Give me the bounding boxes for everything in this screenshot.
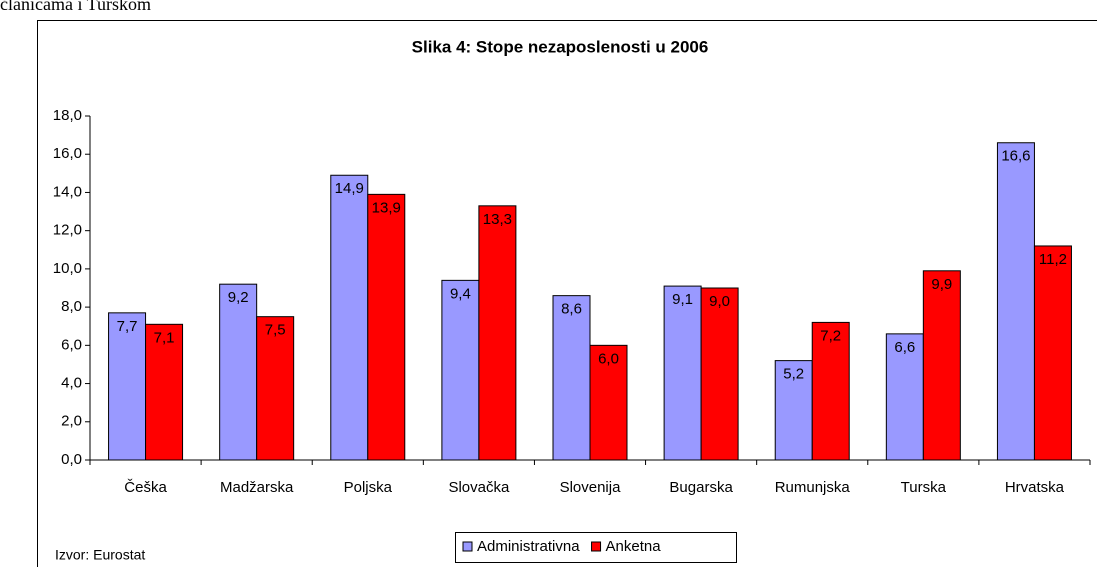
x-tick-label: Madžarska xyxy=(220,479,294,496)
legend-swatch xyxy=(462,541,473,552)
bar xyxy=(256,316,295,461)
bar xyxy=(589,344,628,461)
bar xyxy=(478,205,517,461)
page-text-fragment: članicama i Turskom xyxy=(0,0,151,14)
value-label: 5,2 xyxy=(783,366,804,383)
value-label: 6,0 xyxy=(598,350,619,367)
value-label: 7,7 xyxy=(117,318,138,335)
bar xyxy=(219,283,258,461)
bar xyxy=(441,279,480,461)
y-tick-label: 8,0 xyxy=(61,298,82,315)
bar xyxy=(996,142,1035,461)
y-tick-label: 14,0 xyxy=(53,183,82,200)
y-tick-label: 0,0 xyxy=(61,451,82,468)
y-tick-label: 6,0 xyxy=(61,336,82,353)
x-tick-label: Hrvatska xyxy=(1005,479,1065,496)
value-label: 9,2 xyxy=(228,289,249,306)
value-label: 16,6 xyxy=(1001,148,1030,165)
value-label: 11,2 xyxy=(1039,251,1067,268)
bar xyxy=(774,360,813,461)
value-label: 9,9 xyxy=(931,276,952,293)
bar xyxy=(552,295,591,461)
y-tick-label: 12,0 xyxy=(53,222,82,239)
bar xyxy=(108,312,147,461)
bar xyxy=(1033,245,1072,461)
x-tick-label: Rumunjska xyxy=(775,479,851,496)
value-label: 7,2 xyxy=(820,327,841,344)
x-tick-label: Slovačka xyxy=(448,479,510,496)
x-tick-label: Slovenija xyxy=(560,479,622,496)
x-tick-label: Turska xyxy=(901,479,947,496)
legend-swatch xyxy=(591,541,602,552)
y-tick-label: 10,0 xyxy=(53,260,82,277)
chart-title: Slika 4: Stope nezaposlenosti u 2006 xyxy=(412,37,709,56)
bar xyxy=(922,270,961,461)
y-tick-label: 2,0 xyxy=(61,413,82,430)
value-label: 9,4 xyxy=(450,285,471,302)
value-label: 9,1 xyxy=(672,291,693,308)
bar xyxy=(811,321,850,461)
value-label: 13,9 xyxy=(372,199,401,216)
chart-frame xyxy=(37,20,1097,567)
value-label: 6,6 xyxy=(894,339,915,356)
bar xyxy=(330,174,369,461)
x-tick-label: Češka xyxy=(124,479,167,496)
x-tick-label: Poljska xyxy=(344,479,393,496)
value-label: 8,6 xyxy=(561,301,582,318)
y-tick-label: 4,0 xyxy=(61,375,82,392)
bar xyxy=(663,285,702,461)
legend-label: Anketna xyxy=(606,538,662,555)
x-tick-label: Bugarska xyxy=(669,479,733,496)
bar xyxy=(700,287,739,461)
y-tick-label: 16,0 xyxy=(53,145,82,162)
bar xyxy=(367,193,406,461)
bar xyxy=(145,323,184,461)
source-note: Izvor: Eurostat xyxy=(55,547,145,563)
value-label: 13,3 xyxy=(483,211,512,228)
bar xyxy=(885,333,924,461)
value-label: 7,5 xyxy=(265,322,286,339)
value-label: 14,9 xyxy=(335,180,364,197)
value-label: 9,0 xyxy=(709,293,730,310)
value-label: 7,1 xyxy=(154,329,175,346)
y-tick-label: 18,0 xyxy=(53,107,82,124)
legend-label: Administrativna xyxy=(477,538,580,555)
